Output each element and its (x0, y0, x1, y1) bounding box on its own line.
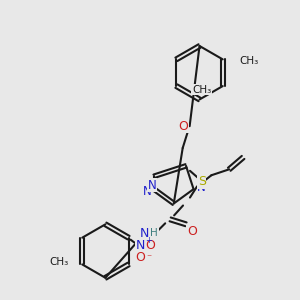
Text: S: S (198, 175, 206, 188)
Text: CH₃: CH₃ (192, 85, 211, 94)
Text: N: N (143, 184, 152, 198)
Text: N: N (136, 239, 145, 252)
Text: +: + (146, 236, 152, 245)
Text: O: O (187, 225, 197, 238)
Text: O: O (136, 251, 146, 264)
Text: CH₃: CH₃ (49, 257, 68, 267)
Text: ⁻: ⁻ (146, 254, 152, 263)
Text: O: O (179, 120, 189, 133)
Text: H: H (150, 228, 158, 238)
Text: N: N (140, 227, 149, 240)
Text: O: O (146, 239, 155, 252)
Text: N: N (197, 181, 206, 194)
Text: N: N (148, 179, 156, 192)
Text: CH₃: CH₃ (239, 56, 259, 66)
